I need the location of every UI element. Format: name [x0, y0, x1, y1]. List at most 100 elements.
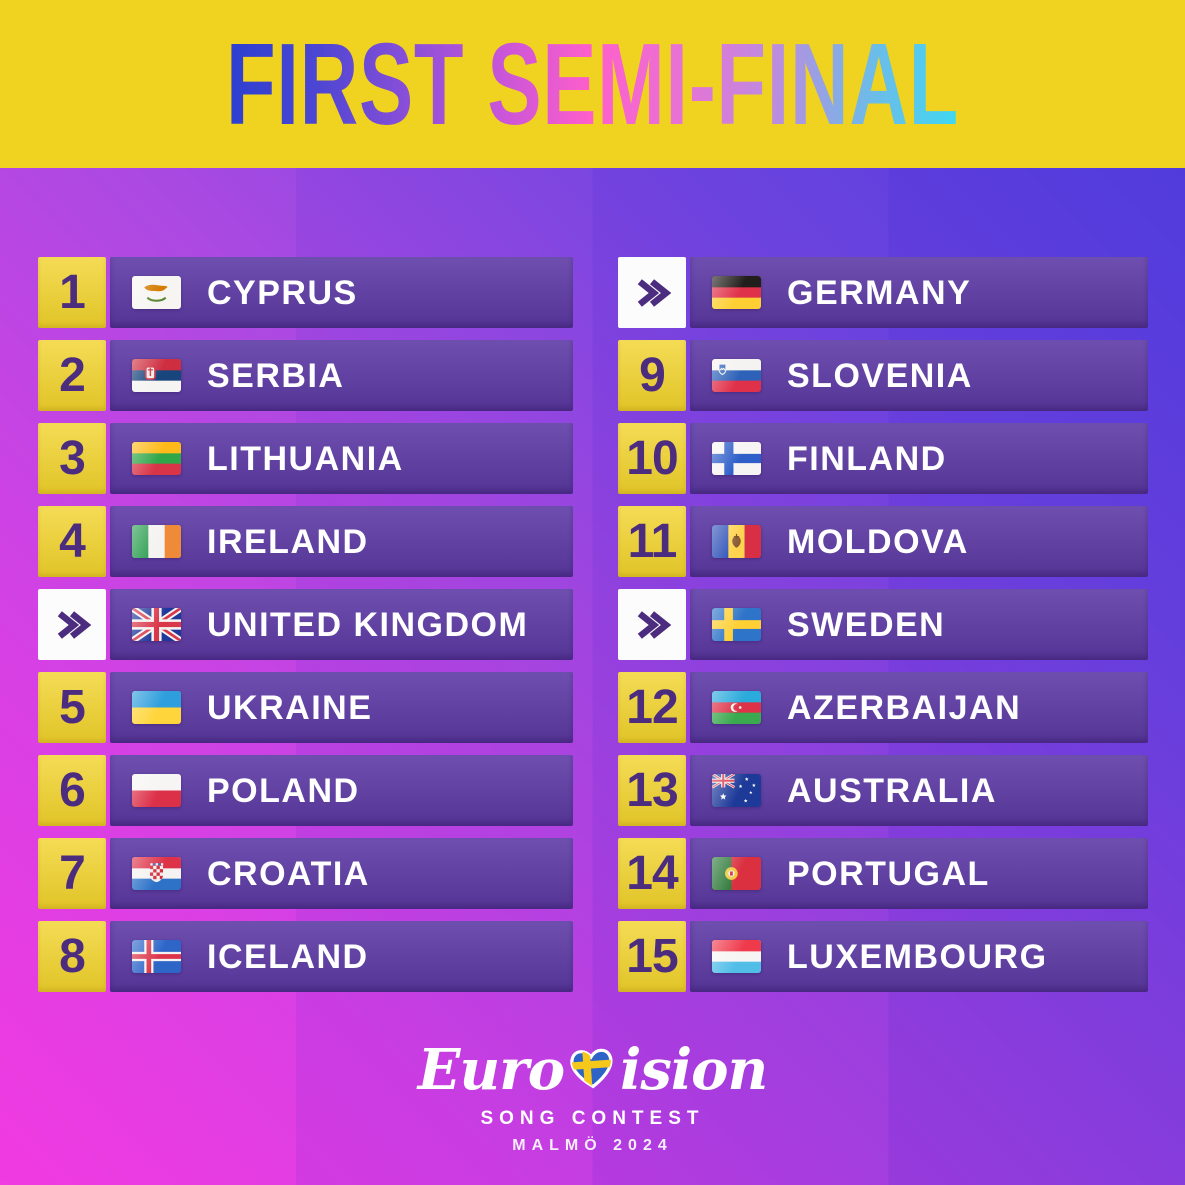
running-order-number: 15	[626, 929, 678, 983]
running-order-badge	[38, 589, 106, 660]
entry-bar: IRELAND	[110, 506, 573, 577]
footer: Euro ision SONG CONTEST MALMÖ 2024	[0, 1042, 1185, 1155]
running-order-number: 11	[627, 514, 678, 568]
flag-lithuania-icon	[132, 442, 181, 475]
entry-bar: UNITED KINGDOM	[110, 589, 573, 660]
entry-row: 12 AZERBAIJAN	[618, 672, 1148, 743]
entry-bar: PORTUGAL	[690, 838, 1148, 909]
entry-bar: AZERBAIJAN	[690, 672, 1148, 743]
running-order-badge: 15	[618, 921, 686, 992]
entry-row: 1 CYPRUS	[38, 257, 573, 328]
column-left: 1 CYPRUS 2 SERBIA 3 LITHUANIA 4 IRELAND UNITED K…	[38, 257, 573, 992]
running-order-number: 7	[59, 846, 86, 900]
running-order-badge: 6	[38, 755, 106, 826]
entry-bar: LITHUANIA	[110, 423, 573, 494]
country-name: POLAND	[207, 771, 360, 810]
entry-bar: GERMANY	[690, 257, 1148, 328]
country-name: SWEDEN	[787, 605, 946, 644]
entry-bar: SLOVENIA	[690, 340, 1148, 411]
running-order-badge	[618, 257, 686, 328]
flag-australia-icon	[712, 774, 761, 807]
entry-row: 7 CROATIA	[38, 838, 573, 909]
flag-croatia-icon	[132, 857, 181, 890]
running-order-badge: 10	[618, 423, 686, 494]
running-order-badge: 11	[618, 506, 686, 577]
flag-united-kingdom-icon	[132, 608, 181, 641]
entry-bar: POLAND	[110, 755, 573, 826]
flag-iceland-icon	[132, 940, 181, 973]
running-order-number: 10	[626, 431, 678, 485]
heart-swedish-flag-icon	[570, 1048, 613, 1089]
entry-row: SWEDEN	[618, 589, 1148, 660]
country-name: SERBIA	[207, 356, 345, 395]
entry-row: 9 SLOVENIA	[618, 340, 1148, 411]
flag-azerbaijan-icon	[712, 691, 761, 724]
entry-bar: SERBIA	[110, 340, 573, 411]
double-chevron-icon	[633, 278, 671, 308]
flag-portugal-icon	[712, 857, 761, 890]
entry-row: 5 UKRAINE	[38, 672, 573, 743]
entry-row: 14 PORTUGAL	[618, 838, 1148, 909]
flag-moldova-icon	[712, 525, 761, 558]
running-order-number: 12	[626, 680, 678, 734]
entry-row: 2 SERBIA	[38, 340, 573, 411]
entry-bar: UKRAINE	[110, 672, 573, 743]
running-order-badge: 8	[38, 921, 106, 992]
flag-finland-icon	[712, 442, 761, 475]
entry-row: 13 AUSTRALIA	[618, 755, 1148, 826]
column-right: GERMANY 9 SLOVENIA 10 FINLAND 11 MOLDOVA SWEDEN…	[618, 257, 1148, 992]
country-name: UKRAINE	[207, 688, 373, 727]
country-name: CROATIA	[207, 854, 370, 893]
running-order-number: 4	[59, 514, 86, 568]
entry-bar: LUXEMBOURG	[690, 921, 1148, 992]
running-order-number: 2	[59, 348, 86, 402]
entry-row: 15 LUXEMBOURG	[618, 921, 1148, 992]
running-order-number: 6	[59, 763, 86, 817]
flag-slovenia-icon	[712, 359, 761, 392]
entry-bar: CROATIA	[110, 838, 573, 909]
country-name: ICELAND	[207, 937, 369, 976]
country-name: AUSTRALIA	[787, 771, 997, 810]
header-banner: FIRST SEMI-FINAL	[0, 0, 1185, 168]
running-order-number: 8	[59, 929, 86, 983]
flag-poland-icon	[132, 774, 181, 807]
running-order-badge: 12	[618, 672, 686, 743]
entry-row: 10 FINLAND	[618, 423, 1148, 494]
country-name: UNITED KINGDOM	[207, 605, 529, 644]
country-name: FINLAND	[787, 439, 947, 478]
entry-row: 6 POLAND	[38, 755, 573, 826]
running-order-number: 1	[59, 265, 86, 319]
flag-ukraine-icon	[132, 691, 181, 724]
flag-ireland-icon	[132, 525, 181, 558]
running-order-badge: 3	[38, 423, 106, 494]
double-chevron-icon	[633, 610, 671, 640]
country-name: AZERBAIJAN	[787, 688, 1022, 727]
country-name: LUXEMBOURG	[787, 937, 1048, 976]
running-order-number: 5	[59, 680, 86, 734]
entry-row: UNITED KINGDOM	[38, 589, 573, 660]
flag-germany-icon	[712, 276, 761, 309]
entry-row: 8 ICELAND	[38, 921, 573, 992]
running-order-number: 9	[639, 348, 666, 402]
country-name: IRELAND	[207, 522, 369, 561]
eurovision-logo: Euro ision	[417, 1037, 768, 1103]
running-order-badge: 4	[38, 506, 106, 577]
country-name: PORTUGAL	[787, 854, 990, 893]
running-order-number: 3	[59, 431, 86, 485]
entry-bar: AUSTRALIA	[690, 755, 1148, 826]
malmo-2024-label: MALMÖ 2024	[512, 1137, 673, 1154]
logo-euro-text: Euro	[417, 1037, 565, 1103]
country-name: SLOVENIA	[787, 356, 973, 395]
country-name: LITHUANIA	[207, 439, 404, 478]
entry-row: 4 IRELAND	[38, 506, 573, 577]
running-order-badge: 5	[38, 672, 106, 743]
logo-ision-text: ision	[620, 1037, 768, 1103]
running-order-badge	[618, 589, 686, 660]
running-order-badge: 2	[38, 340, 106, 411]
flag-sweden-icon	[712, 608, 761, 641]
entry-bar: MOLDOVA	[690, 506, 1148, 577]
entry-row: 3 LITHUANIA	[38, 423, 573, 494]
double-chevron-icon	[53, 610, 91, 640]
country-name: CYPRUS	[207, 273, 358, 312]
